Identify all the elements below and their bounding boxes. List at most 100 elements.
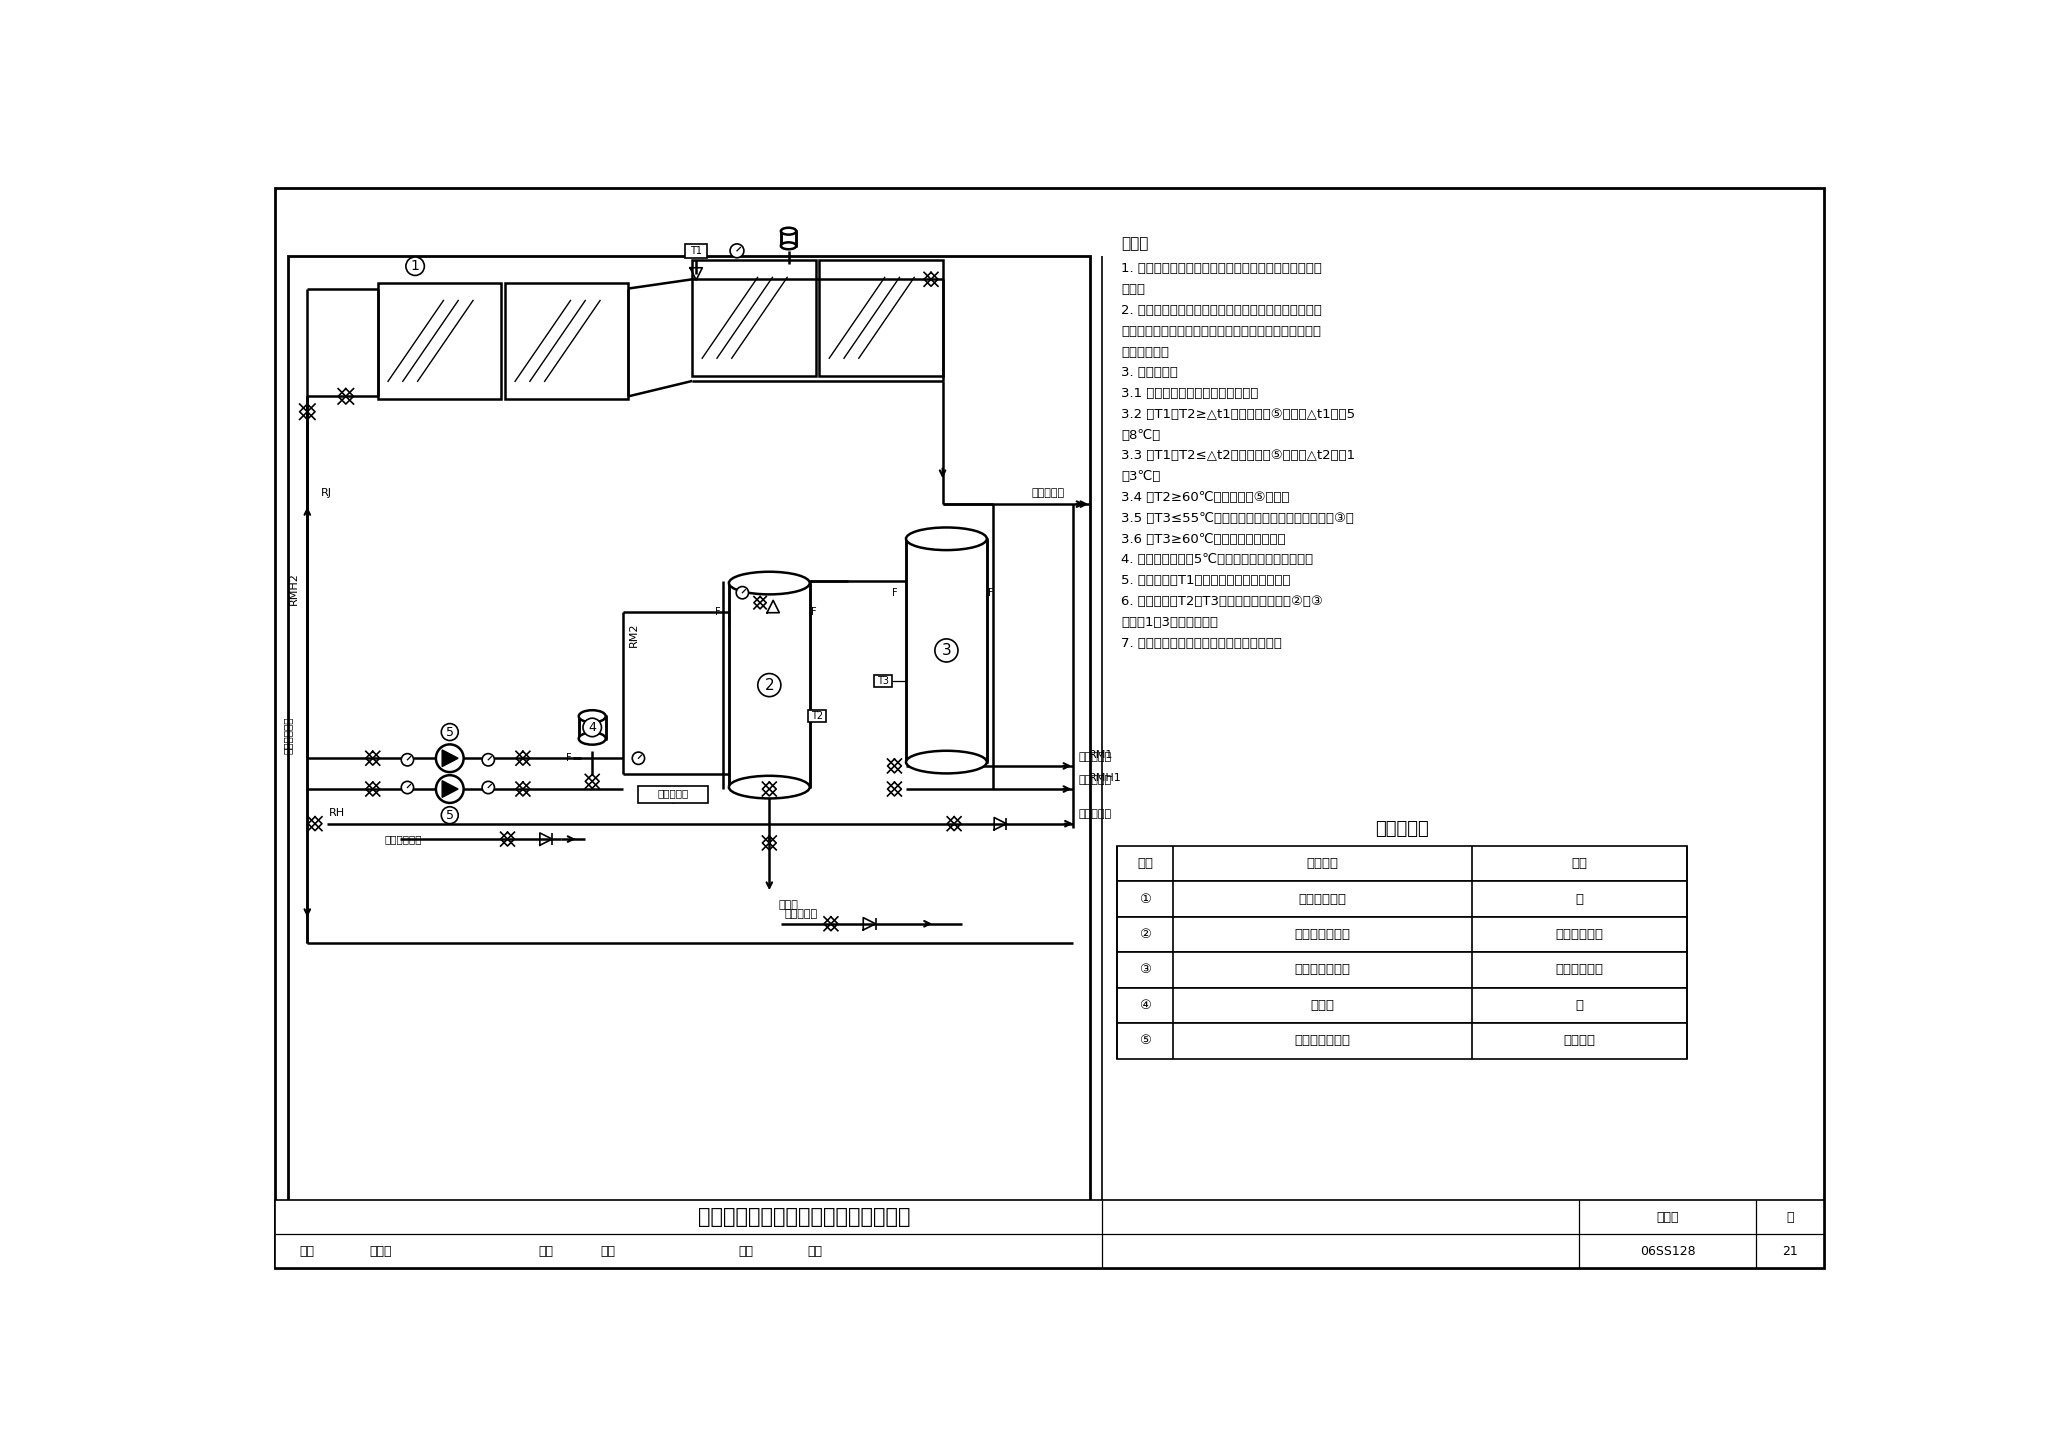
Text: ③: ③ (1139, 963, 1151, 976)
Text: RMH1: RMH1 (1090, 773, 1122, 783)
Text: T3: T3 (877, 676, 889, 686)
Bar (686, 244, 707, 258)
Text: 热媒供水管: 热媒供水管 (1079, 751, 1112, 761)
Text: ④: ④ (1139, 999, 1151, 1012)
Text: 立式，供热用: 立式，供热用 (1554, 963, 1604, 976)
Bar (639, 786, 709, 803)
Ellipse shape (729, 776, 809, 799)
Text: 审核: 审核 (299, 1244, 315, 1257)
Circle shape (729, 244, 743, 258)
Text: ②: ② (1139, 929, 1151, 942)
Text: 3.1 本系统采用温差循环控制原理；: 3.1 本系统采用温差循环控制原理； (1120, 386, 1260, 399)
Bar (1118, 952, 1688, 988)
Circle shape (934, 639, 958, 662)
Bar (807, 709, 825, 722)
Circle shape (481, 754, 494, 766)
Circle shape (440, 724, 459, 741)
Text: 何涛: 何涛 (807, 1244, 823, 1257)
Text: 底部约1／3罐体高度处。: 底部约1／3罐体高度处。 (1120, 616, 1219, 629)
Text: F: F (567, 753, 571, 763)
Text: ～3℃；: ～3℃； (1120, 470, 1161, 483)
Circle shape (633, 753, 645, 764)
Text: 集热系统循环泵: 集热系统循环泵 (1294, 1034, 1350, 1047)
Text: 6. 温度传感器T2、T3设在贮积式水加热器②、③: 6. 温度传感器T2、T3设在贮积式水加热器②、③ (1120, 596, 1323, 609)
Text: RM1: RM1 (1090, 750, 1114, 760)
Text: 热水回水管: 热水回水管 (1079, 809, 1112, 819)
Text: 郑瑞源: 郑瑞源 (369, 1244, 391, 1257)
Text: ①: ① (1139, 893, 1151, 906)
Ellipse shape (780, 242, 797, 249)
Text: 1. 本系统适用于自来水压力能满足系统最不利点水压的: 1. 本系统适用于自来水压力能满足系统最不利点水压的 (1120, 262, 1323, 275)
Bar (692, 260, 815, 375)
Text: 5. 温度传感器T1设在集热系统出口最高点。: 5. 温度传感器T1设在集热系统出口最高点。 (1120, 574, 1290, 587)
Text: 5: 5 (446, 809, 455, 822)
Circle shape (436, 776, 463, 803)
Circle shape (440, 806, 459, 823)
Text: 图集号: 图集号 (1657, 1211, 1679, 1224)
Circle shape (406, 257, 424, 275)
Text: 编号: 编号 (1137, 857, 1153, 870)
Text: 排污管: 排污管 (778, 900, 799, 910)
Text: 4. 日最低气温低于5℃地区，工质应采用防冻液。: 4. 日最低气温低于5℃地区，工质应采用防冻液。 (1120, 554, 1313, 567)
Bar (379, 283, 502, 398)
Text: 校对: 校对 (539, 1244, 553, 1257)
Text: F: F (811, 607, 817, 617)
Text: 李忠: 李忠 (600, 1244, 614, 1257)
Text: 热水给水管: 热水给水管 (1030, 489, 1065, 499)
Text: RMH2: RMH2 (289, 572, 299, 606)
Text: 3: 3 (942, 643, 950, 658)
Bar (819, 260, 942, 375)
Text: 说明：: 说明： (1120, 236, 1149, 251)
Ellipse shape (580, 733, 606, 744)
Text: F: F (893, 588, 897, 597)
Text: 情况。: 情况。 (1120, 283, 1145, 296)
Text: 排至安全处: 排至安全处 (657, 789, 688, 799)
Text: 工质灌注总管: 工质灌注总管 (385, 833, 422, 844)
Text: F: F (987, 588, 993, 597)
Circle shape (481, 782, 494, 793)
Text: 1: 1 (412, 260, 420, 273)
Text: F: F (715, 607, 721, 617)
Text: 设备名称: 设备名称 (1307, 857, 1337, 870)
Text: 3. 控制原理：: 3. 控制原理： (1120, 366, 1178, 379)
Bar (874, 675, 893, 688)
Text: RM2: RM2 (629, 623, 639, 647)
Text: 页: 页 (1786, 1211, 1794, 1224)
Circle shape (584, 718, 602, 737)
Text: 2: 2 (764, 678, 774, 692)
Bar (506, 283, 629, 398)
Bar (1118, 846, 1688, 881)
Text: 立式，贮热用: 立式，贮热用 (1554, 929, 1604, 942)
Text: 5: 5 (446, 725, 455, 738)
Circle shape (401, 754, 414, 766)
Bar (289, 257, 1090, 1236)
Text: 容积式水加热器: 容积式水加热器 (1294, 929, 1350, 942)
Text: 布置在室内。: 布置在室内。 (1120, 346, 1169, 359)
Text: 2. 本系统宜采用平板型、玻璃金属、热管式真空管型等: 2. 本系统宜采用平板型、玻璃金属、热管式真空管型等 (1120, 304, 1323, 317)
Ellipse shape (580, 711, 606, 722)
Text: 工质排液总管: 工质排液总管 (283, 717, 293, 754)
Polygon shape (442, 750, 459, 767)
Text: 强制循环间接加热系统原理图（双罐）: 强制循环间接加热系统原理图（双罐） (698, 1207, 909, 1227)
Text: －: － (1575, 893, 1583, 906)
Text: 设计: 设计 (739, 1244, 754, 1257)
Text: 3.3 当T1－T2≤△t2时，循环泵⑤关闭，△t2宜取1: 3.3 当T1－T2≤△t2时，循环泵⑤关闭，△t2宜取1 (1120, 450, 1356, 463)
Polygon shape (442, 780, 459, 797)
Circle shape (401, 782, 414, 793)
Ellipse shape (729, 571, 809, 594)
Text: 热媒回水管: 热媒回水管 (1079, 774, 1112, 784)
Bar (580, 717, 606, 738)
Text: 3.6 当T3≥60℃时，热媒停止供给。: 3.6 当T3≥60℃时，热媒停止供给。 (1120, 532, 1286, 545)
Text: 生活给水管: 生活给水管 (784, 908, 817, 919)
Text: 膨胀罐: 膨胀罐 (1311, 999, 1333, 1012)
Text: ⑤: ⑤ (1139, 1034, 1151, 1047)
Ellipse shape (905, 528, 987, 549)
Bar (274, 1200, 1825, 1268)
Ellipse shape (780, 228, 797, 235)
Circle shape (735, 587, 748, 598)
Text: 容积式水加热器: 容积式水加热器 (1294, 963, 1350, 976)
Text: 3.4 当T2≥60℃时，循环泵⑤关闭；: 3.4 当T2≥60℃时，循环泵⑤关闭； (1120, 492, 1290, 505)
Text: 3.2 当T1－T2≥△t1时，循环泵⑤启动，△t1宜取5: 3.2 当T1－T2≥△t1时，循环泵⑤启动，△t1宜取5 (1120, 408, 1356, 421)
Ellipse shape (905, 751, 987, 773)
Circle shape (436, 744, 463, 771)
